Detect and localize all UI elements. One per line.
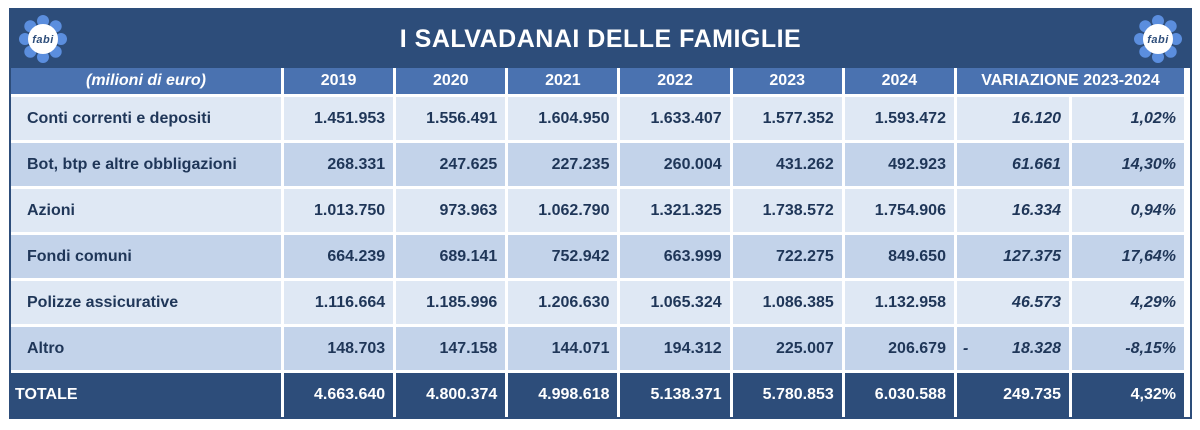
table-row: Conti correnti e depositi 1.451.953 1.556.… bbox=[11, 97, 1184, 143]
value-cell: 147.158 bbox=[396, 327, 506, 373]
value-cell: 1.116.664 bbox=[284, 281, 394, 327]
variation-abs-value: 46.573 bbox=[1012, 293, 1061, 311]
value-cell: 1.132.958 bbox=[844, 281, 954, 327]
variation-pct-cell: 14,30% bbox=[1071, 143, 1184, 189]
value-cell: 1.604.950 bbox=[508, 97, 618, 143]
variation-pct-cell: 4,29% bbox=[1071, 281, 1184, 327]
value-cell: 260.004 bbox=[620, 143, 730, 189]
value-cell: 144.071 bbox=[508, 327, 618, 373]
table-row: Fondi comuni 664.239 689.141 752.942 663.999… bbox=[11, 235, 1184, 281]
table-row: Azioni 1.013.750 973.963 1.062.790 1.321.325… bbox=[11, 189, 1184, 235]
header-row: (milioni di euro) 2019 2020 2021 2022 20… bbox=[11, 68, 1184, 97]
row-label: Fondi comuni bbox=[11, 235, 281, 281]
row-label: Bot, btp e altre obbligazioni bbox=[11, 143, 281, 189]
table-row: Bot, btp e altre obbligazioni 268.331 247.… bbox=[11, 143, 1184, 189]
value-cell: 1.754.906 bbox=[844, 189, 954, 235]
minus-sign: - bbox=[962, 339, 969, 357]
unit-header: (milioni di euro) bbox=[11, 68, 281, 97]
year-header: 2020 bbox=[396, 68, 506, 97]
value-cell: 1.062.790 bbox=[508, 189, 618, 235]
value-cell: 431.262 bbox=[732, 143, 842, 189]
variation-abs-cell: 16.120 bbox=[956, 97, 1069, 143]
value-cell: 689.141 bbox=[396, 235, 506, 281]
logo-text: fabi bbox=[1147, 34, 1169, 46]
flower-logo-icon: fabi bbox=[1134, 15, 1182, 63]
year-header: 2022 bbox=[620, 68, 730, 97]
value-cell: 849.650 bbox=[844, 235, 954, 281]
value-cell: 664.239 bbox=[284, 235, 394, 281]
flower-logo-icon: fabi bbox=[19, 15, 67, 63]
page-title: I SALVADANAI DELLE FAMIGLIE bbox=[399, 24, 802, 53]
total-variation-abs: 249.735 bbox=[956, 373, 1069, 417]
value-cell: 1.185.996 bbox=[396, 281, 506, 327]
table-row: Polizze assicurative 1.116.664 1.185.996 1.… bbox=[11, 281, 1184, 327]
year-header: 2023 bbox=[732, 68, 842, 97]
value-cell: 752.942 bbox=[508, 235, 618, 281]
value-cell: 148.703 bbox=[284, 327, 394, 373]
variation-pct-cell: 0,94% bbox=[1071, 189, 1184, 235]
value-cell: 247.625 bbox=[396, 143, 506, 189]
row-label: Conti correnti e depositi bbox=[11, 97, 281, 143]
value-cell: 1.065.324 bbox=[620, 281, 730, 327]
variation-abs-value: 16.334 bbox=[1012, 201, 1061, 219]
value-cell: 722.275 bbox=[732, 235, 842, 281]
value-cell: 227.235 bbox=[508, 143, 618, 189]
value-cell: 1.593.472 bbox=[844, 97, 954, 143]
total-label: TOTALE bbox=[11, 373, 281, 417]
row-label: Azioni bbox=[11, 189, 281, 235]
variation-abs-cell: - 18.328 bbox=[956, 327, 1069, 373]
value-cell: 1.206.630 bbox=[508, 281, 618, 327]
variation-pct-cell: 17,64% bbox=[1071, 235, 1184, 281]
variation-abs-cell: 16.334 bbox=[956, 189, 1069, 235]
variation-abs-value: 18.328 bbox=[1012, 339, 1061, 357]
title-bar: fabi I SALVADANAI DELLE FAMIGLIE fabi bbox=[11, 10, 1190, 68]
year-header: 2021 bbox=[508, 68, 618, 97]
variation-abs-value: 16.120 bbox=[1012, 109, 1061, 127]
total-value-cell: 5.138.371 bbox=[620, 373, 730, 417]
variation-abs-cell: 127.375 bbox=[956, 235, 1069, 281]
total-value-cell: 5.780.853 bbox=[732, 373, 842, 417]
year-header: 2019 bbox=[284, 68, 394, 97]
value-cell: 206.679 bbox=[844, 327, 954, 373]
row-label: Altro bbox=[11, 327, 281, 373]
total-value-cell: 4.663.640 bbox=[284, 373, 394, 417]
logo-text: fabi bbox=[32, 34, 54, 46]
variation-pct-cell: 1,02% bbox=[1071, 97, 1184, 143]
total-value-cell: 6.030.588 bbox=[844, 373, 954, 417]
value-cell: 1.013.750 bbox=[284, 189, 394, 235]
value-cell: 1.577.352 bbox=[732, 97, 842, 143]
value-cell: 268.331 bbox=[284, 143, 394, 189]
table-row: Altro 148.703 147.158 144.071 194.312 225.007… bbox=[11, 327, 1184, 373]
total-value-cell: 4.800.374 bbox=[396, 373, 506, 417]
variation-header: VARIAZIONE 2023-2024 bbox=[956, 68, 1184, 97]
value-cell: 1.738.572 bbox=[732, 189, 842, 235]
value-cell: 194.312 bbox=[620, 327, 730, 373]
value-cell: 225.007 bbox=[732, 327, 842, 373]
value-cell: 663.999 bbox=[620, 235, 730, 281]
row-label: Polizze assicurative bbox=[11, 281, 281, 327]
variation-abs-cell: 61.661 bbox=[956, 143, 1069, 189]
value-cell: 973.963 bbox=[396, 189, 506, 235]
total-value-cell: 4.998.618 bbox=[508, 373, 618, 417]
total-row: TOTALE 4.663.640 4.800.374 4.998.618 5.138.3… bbox=[11, 373, 1184, 417]
total-variation-pct: 4,32% bbox=[1071, 373, 1184, 417]
table-frame: fabi I SALVADANAI DELLE FAMIGLIE fabi (m… bbox=[9, 8, 1192, 419]
variation-pct-cell: -8,15% bbox=[1071, 327, 1184, 373]
year-header: 2024 bbox=[844, 68, 954, 97]
value-cell: 1.321.325 bbox=[620, 189, 730, 235]
variation-abs-value: 127.375 bbox=[1003, 247, 1061, 265]
value-cell: 1.086.385 bbox=[732, 281, 842, 327]
value-cell: 1.633.407 bbox=[620, 97, 730, 143]
savings-table: (milioni di euro) 2019 2020 2021 2022 20… bbox=[8, 68, 1187, 417]
variation-abs-value: 61.661 bbox=[1012, 155, 1061, 173]
value-cell: 492.923 bbox=[844, 143, 954, 189]
variation-abs-cell: 46.573 bbox=[956, 281, 1069, 327]
value-cell: 1.556.491 bbox=[396, 97, 506, 143]
value-cell: 1.451.953 bbox=[284, 97, 394, 143]
